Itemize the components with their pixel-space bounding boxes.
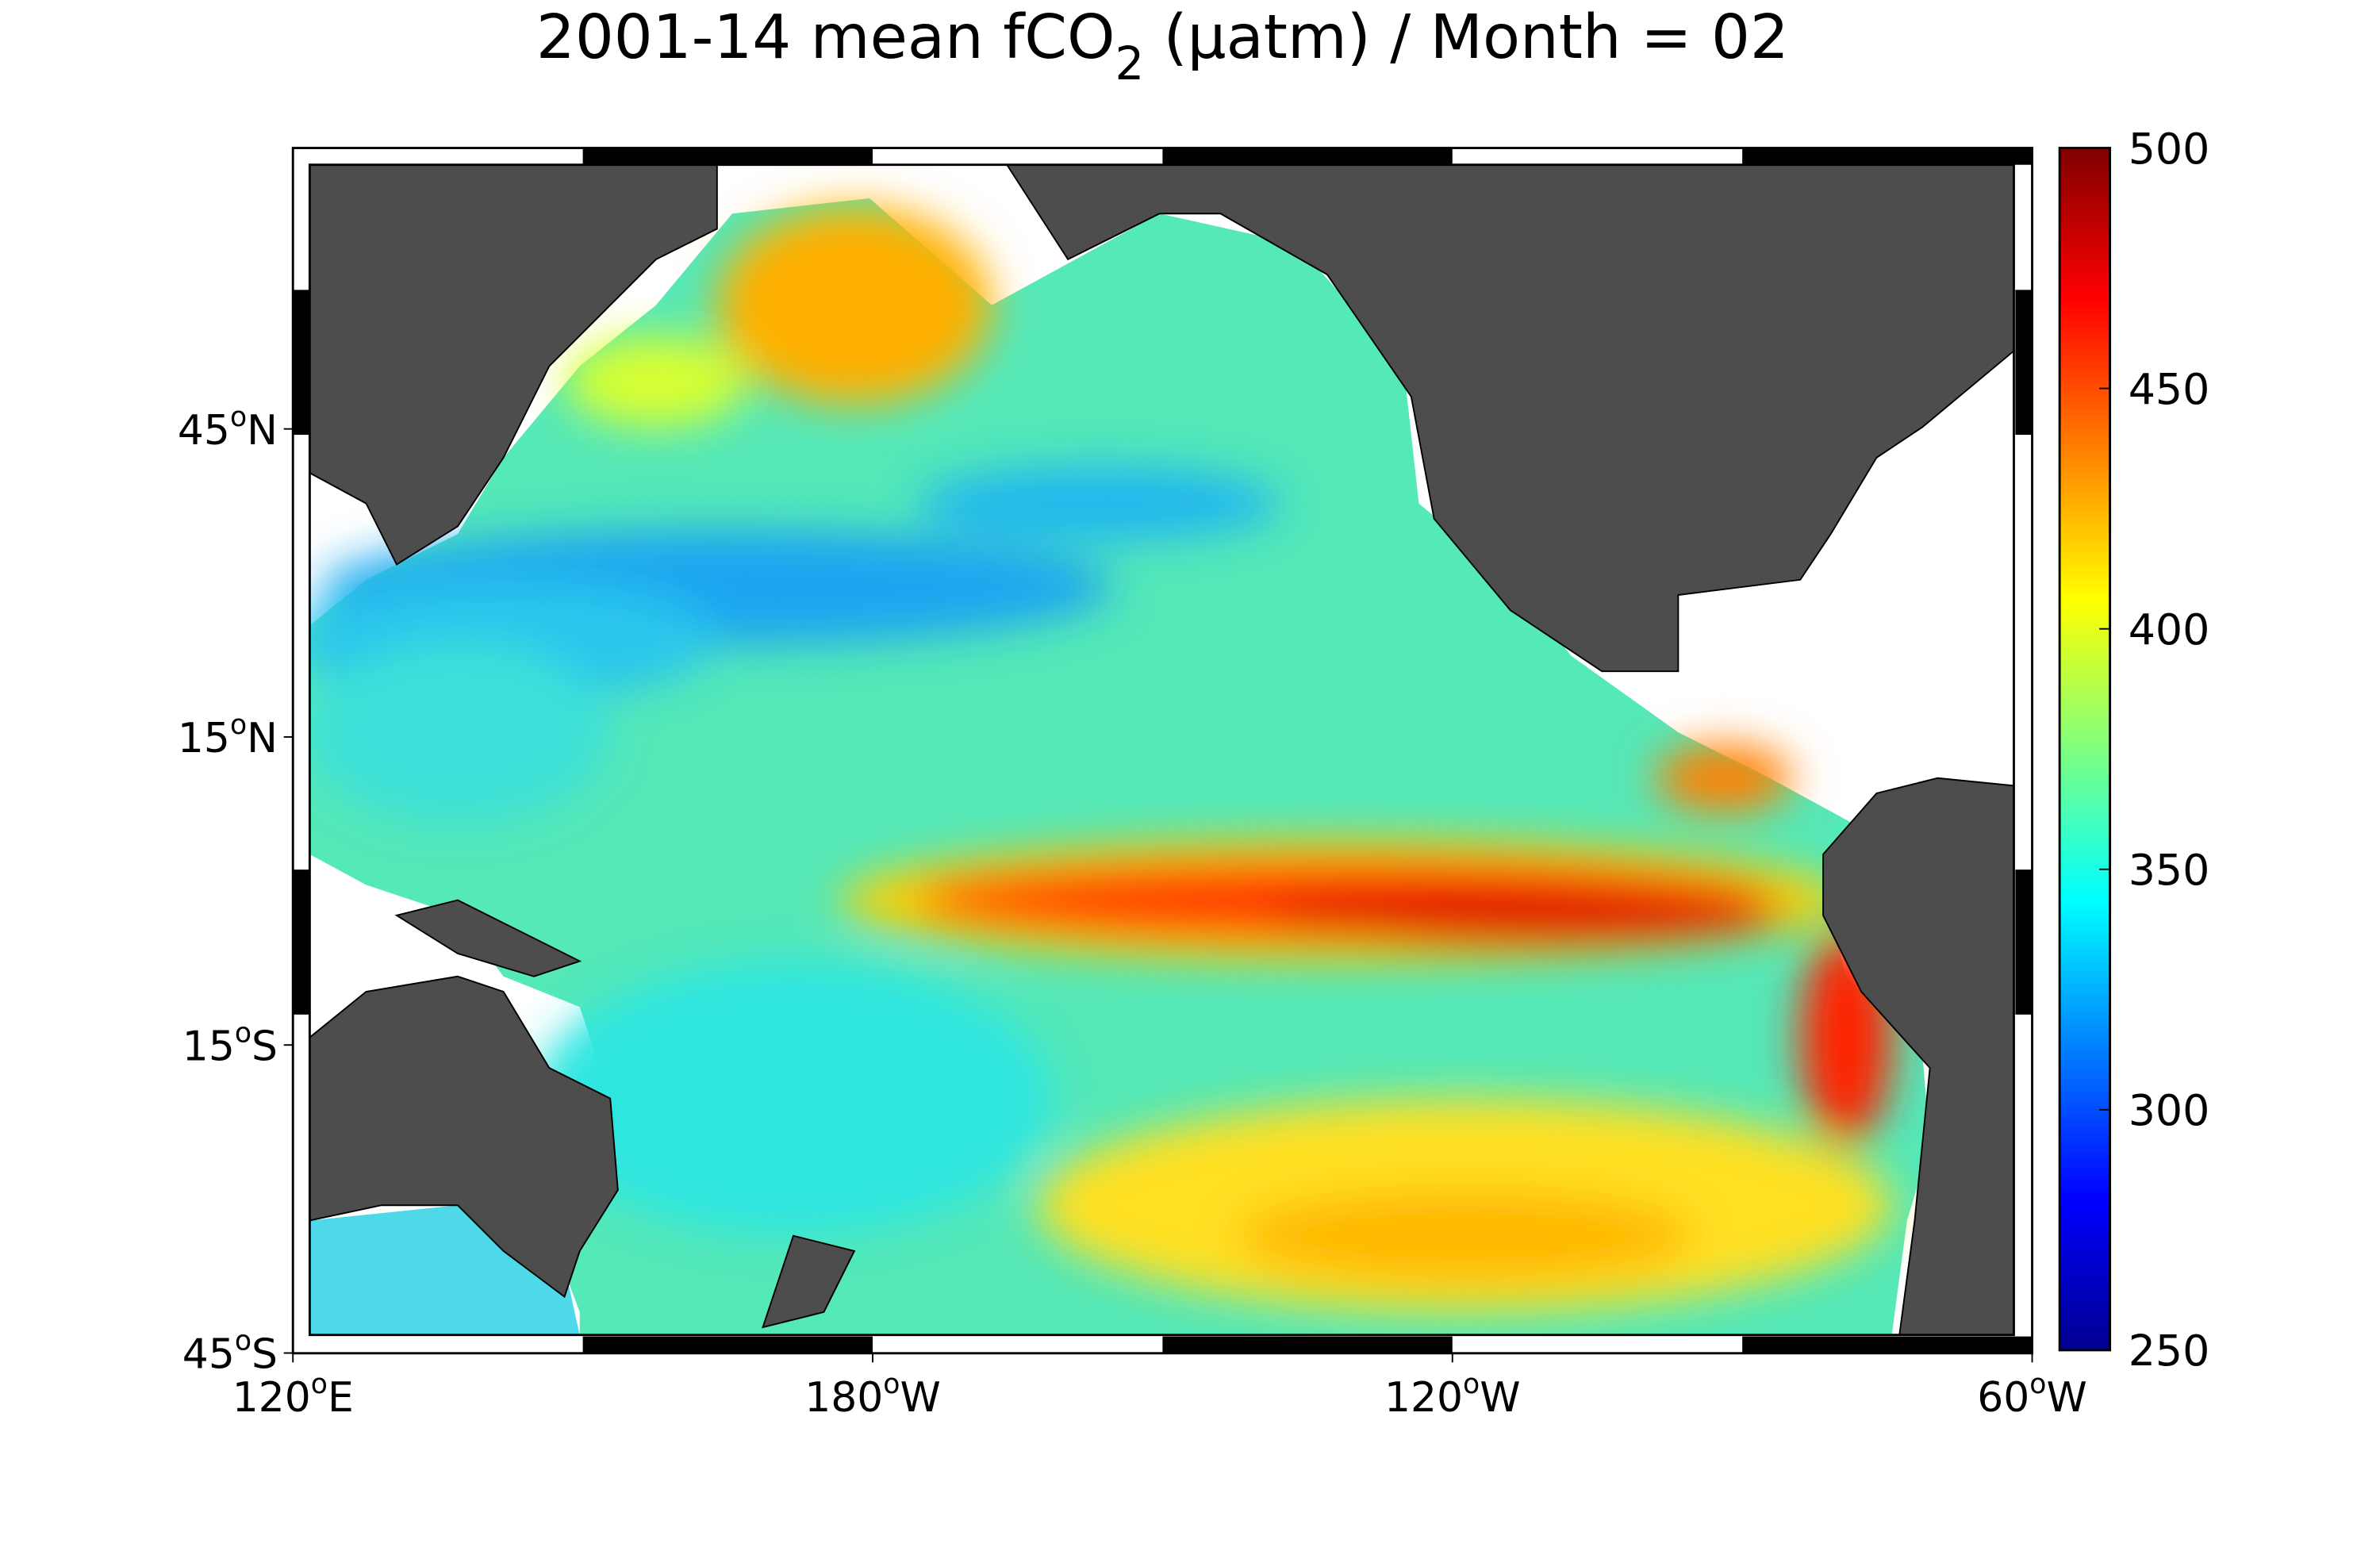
colorbar-ticks: 250 300 350 400 450 500 (2099, 124, 2209, 1376)
frame-segment (1162, 148, 1453, 165)
lat-tick-label: 15oS (182, 1017, 278, 1070)
title-main: 2001-14 mean fCO (536, 2, 1115, 73)
tick-degree: o (311, 1368, 328, 1400)
frame-segment (2015, 290, 2033, 436)
tick-hemisphere: W (900, 1374, 940, 1422)
lat-tick-label: 45oS (182, 1326, 278, 1379)
frame-segment (2015, 869, 2033, 1015)
new-guinea (394, 899, 582, 977)
frame-segment (1742, 1336, 2033, 1353)
lon-tick-label: 120oE (232, 1368, 354, 1422)
tick-degree: o (2029, 1368, 2046, 1400)
frame-segment (582, 148, 873, 165)
field-features (309, 205, 1892, 1312)
tick-number: 45 (178, 407, 230, 455)
frame-segment (293, 869, 310, 1015)
lon-tick-label: 180oW (804, 1368, 941, 1422)
tick-hemisphere: W (2046, 1374, 2086, 1422)
tick-degree: o (230, 709, 247, 741)
tick-degree: o (235, 1017, 251, 1049)
colorbar-tick-label: 300 (2129, 1085, 2210, 1135)
frame-segment (293, 290, 310, 436)
tick-number: 15 (182, 1023, 235, 1070)
tick-number: 180 (804, 1374, 883, 1422)
lon-tick-label: 60oW (1977, 1368, 2087, 1422)
title-subscript: 2 (1115, 36, 1145, 90)
tick-degree: o (883, 1368, 900, 1400)
tick-hemisphere: S (251, 1331, 278, 1379)
land (309, 164, 2014, 1335)
lat-tick-label: 45oN (178, 401, 278, 455)
tick-number: 120 (232, 1374, 311, 1422)
tick-hemisphere: S (251, 1023, 278, 1070)
tick-degree: o (1463, 1368, 1480, 1400)
north-america (1006, 164, 2014, 673)
colorbar-tick-label: 400 (2129, 605, 2210, 654)
tick-number: 60 (1977, 1374, 2029, 1422)
tick-number: 45 (182, 1331, 235, 1379)
colorbar-tick-label: 500 (2129, 124, 2210, 174)
title: 2001-14 mean fCO2 (µatm) / Month = 02 (536, 2, 1789, 90)
title-rest: (µatm) / Month = 02 (1144, 2, 1789, 73)
lon-tick-label: 120oW (1384, 1368, 1521, 1422)
frame-segment (1162, 1336, 1453, 1353)
map-inner-frame (308, 163, 2015, 1337)
frame-segment (582, 1336, 873, 1353)
tick-hemisphere: N (247, 715, 278, 762)
tick-degree: o (230, 401, 247, 433)
colorbar-tick-label: 250 (2129, 1326, 2210, 1376)
frame-segment (1742, 148, 2033, 165)
colorbar-tick-label: 350 (2129, 845, 2210, 895)
tick-hemisphere: N (247, 407, 278, 455)
tick-hemisphere: W (1480, 1374, 1520, 1422)
tick-degree: o (235, 1326, 251, 1357)
tick-number: 15 (178, 715, 230, 762)
map-frame (291, 147, 2033, 1355)
new-zealand (762, 1234, 856, 1329)
colorbar-tick-label: 450 (2129, 364, 2210, 414)
south-america (1822, 777, 2014, 1335)
tick-hemisphere: E (328, 1374, 354, 1422)
lat-tick-label: 15oN (178, 709, 278, 762)
tick-number: 120 (1384, 1374, 1463, 1422)
map-field (309, 164, 2014, 1335)
colorbar (2058, 147, 2112, 1352)
australia (309, 975, 619, 1299)
